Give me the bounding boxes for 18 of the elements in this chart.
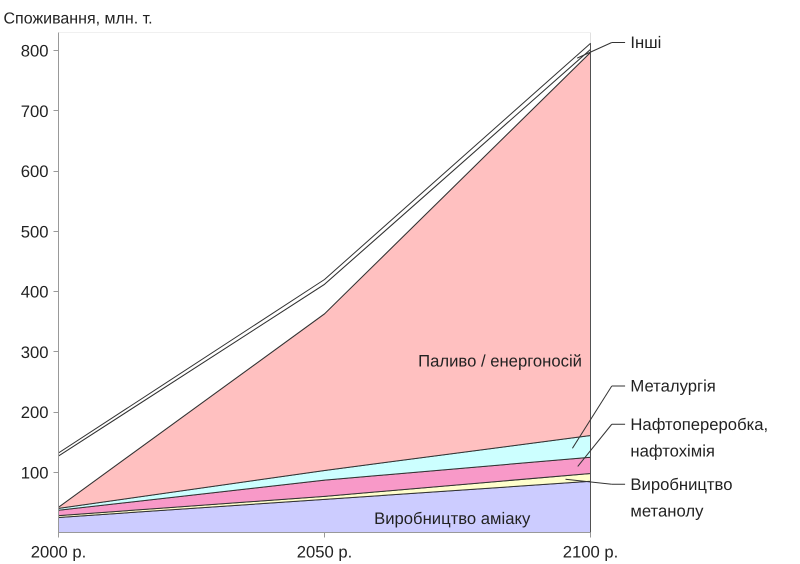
x-tick-label: 2050 р.	[296, 542, 352, 562]
y-tick-label: 100	[20, 463, 49, 482]
y-tick-label: 300	[20, 342, 49, 362]
y-tick-label: 700	[20, 102, 49, 121]
y-tick-label: 200	[20, 403, 49, 422]
x-tick-label: 2000 р.	[30, 542, 86, 562]
y-tick-label: 400	[20, 282, 49, 302]
legend-label: Нафтопереробка, нафтохімія	[630, 414, 768, 460]
legend-label: Інші	[630, 33, 662, 52]
y-tick-label: 500	[20, 222, 49, 242]
y-tick-label: 800	[20, 42, 49, 61]
x-tick-label: 2100 р.	[562, 542, 618, 562]
series-label: Паливо / енергоносій	[418, 352, 582, 370]
y-tick-label: 600	[20, 162, 49, 182]
legend-label: Металургія	[630, 376, 716, 396]
y-axis-title: Споживання, млн. т.	[4, 10, 153, 28]
legend-label: Виробництво метанолу	[630, 474, 732, 520]
series-label: Виробництво аміаку	[374, 509, 531, 528]
